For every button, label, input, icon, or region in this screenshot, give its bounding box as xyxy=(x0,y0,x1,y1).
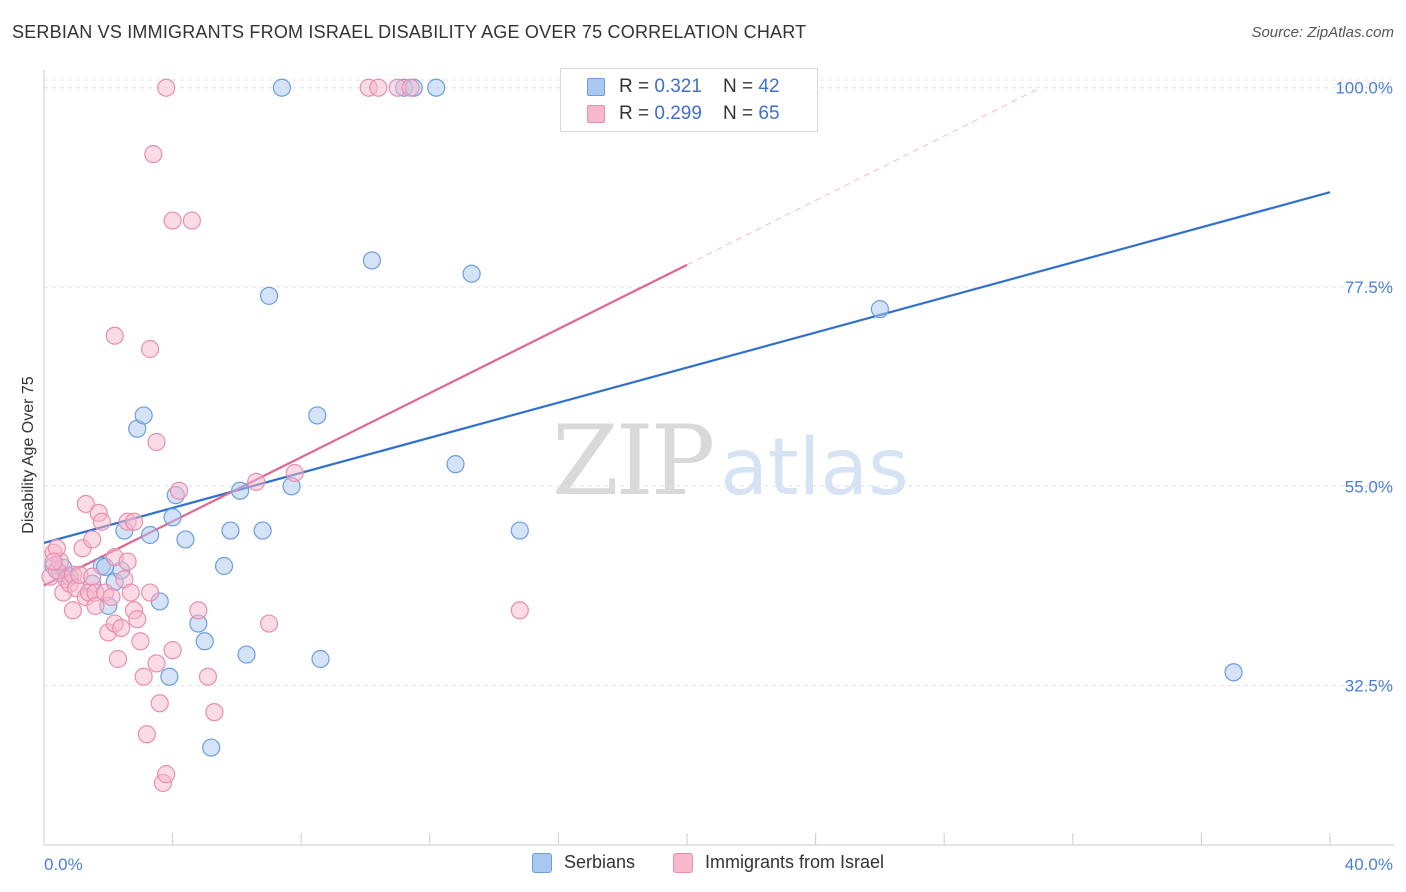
israel-point xyxy=(140,583,160,602)
tick-labels: 100.0% 77.5% 55.0% 32.5% 0.0% 40.0% xyxy=(44,79,1393,874)
serbians-point xyxy=(195,632,214,651)
serbians-point xyxy=(1224,663,1243,682)
israel-point xyxy=(140,339,160,359)
trend-lines xyxy=(43,87,1331,587)
source-credit: Source: ZipAtlas.com xyxy=(1251,24,1394,41)
israel-point xyxy=(137,725,156,744)
israel-point xyxy=(44,552,63,571)
stats-text: R = 0.299 N = 65 xyxy=(619,103,780,124)
israel-point xyxy=(147,654,166,673)
serbians-legend-swatch xyxy=(532,853,552,873)
serbians-point xyxy=(362,251,382,270)
serbians-point xyxy=(214,556,234,576)
israel-point xyxy=(128,610,147,629)
serbians-point xyxy=(202,738,221,757)
x-tick-label: 0.0% xyxy=(44,855,83,874)
grid-lines xyxy=(44,79,1394,687)
israel-point xyxy=(108,649,128,669)
serbians-point xyxy=(237,645,256,664)
watermark: ZIP atlas xyxy=(552,405,909,517)
watermark-atlas: atlas xyxy=(720,423,909,513)
israel-point xyxy=(163,641,182,660)
chart-title: SERBIAN VS IMMIGRANTS FROM ISRAEL DISABI… xyxy=(12,22,807,42)
serbians-point xyxy=(462,264,481,283)
israel-point xyxy=(124,512,144,531)
serbians-point xyxy=(311,649,330,669)
israel-legend-swatch xyxy=(673,853,693,873)
y-tick-label: 32.5% xyxy=(1345,677,1393,696)
israel-point xyxy=(83,567,102,586)
n-value: 65 xyxy=(758,103,780,124)
israel-point xyxy=(121,583,140,602)
israel-point xyxy=(92,512,111,531)
n-value: 42 xyxy=(758,76,780,97)
data-points xyxy=(41,78,1243,793)
x-tick-label: 40.0% xyxy=(1345,855,1393,874)
israel-point xyxy=(102,587,121,607)
y-axis-label: Disability Age Over 75 xyxy=(20,376,37,534)
israel-point xyxy=(76,494,95,514)
israel-point xyxy=(157,78,176,97)
israel-point xyxy=(83,530,102,549)
israel-point xyxy=(112,618,131,638)
watermark-zip: ZIP xyxy=(552,405,715,517)
israel-point xyxy=(163,211,182,230)
serbians-point xyxy=(272,78,292,97)
israel-point xyxy=(198,667,218,686)
israel-point xyxy=(285,463,304,483)
stats-legend: R = 0.321 N = 42 R = 0.299 N = 65 xyxy=(560,68,818,132)
israel-point xyxy=(401,78,420,97)
serbians-point xyxy=(427,78,446,97)
serbians-swatch xyxy=(587,78,605,96)
serbians-point xyxy=(160,667,179,686)
serbians-point xyxy=(308,406,327,425)
serbians-point xyxy=(231,481,250,500)
israel-point xyxy=(144,145,163,164)
serbians-point xyxy=(510,521,529,540)
israel-point xyxy=(169,481,189,500)
serbians-point xyxy=(870,300,890,319)
legend-label: Serbians xyxy=(564,852,636,872)
serbians-point xyxy=(140,525,160,545)
israel-point xyxy=(105,326,124,345)
israel-point xyxy=(118,552,137,571)
serbians-point xyxy=(253,521,272,540)
israel-point xyxy=(510,601,529,620)
axes xyxy=(43,70,1394,846)
series-legend: Serbians Immigrants from Israel xyxy=(0,850,1406,878)
israel-point xyxy=(157,765,176,784)
y-tick-label: 100.0% xyxy=(1335,79,1393,98)
serbians-point xyxy=(259,286,279,305)
israel-point xyxy=(134,667,153,686)
israel-point xyxy=(247,472,266,491)
serbians-point xyxy=(176,530,195,549)
serbians-point xyxy=(163,508,182,527)
israel-point xyxy=(189,601,208,620)
israel-point xyxy=(150,694,169,713)
israel-point xyxy=(131,632,150,651)
stats-text: R = 0.321 N = 42 xyxy=(619,76,780,97)
legend-label: Immigrants from Israel xyxy=(705,852,885,872)
israel-point xyxy=(205,703,224,722)
y-tick-label: 77.5% xyxy=(1345,278,1393,297)
israel-swatch xyxy=(587,105,605,123)
serbians-point xyxy=(221,521,240,540)
israel-point xyxy=(86,596,105,615)
israel-point xyxy=(259,614,279,633)
r-value: 0.299 xyxy=(654,103,702,124)
israel-point xyxy=(147,432,166,452)
y-tick-label: 55.0% xyxy=(1345,477,1393,496)
israel-point xyxy=(63,601,83,620)
israel-point xyxy=(369,78,388,97)
israel-point xyxy=(182,211,201,230)
serbians-point xyxy=(134,406,153,425)
r-value: 0.321 xyxy=(654,76,702,97)
serbians-point xyxy=(446,455,465,474)
